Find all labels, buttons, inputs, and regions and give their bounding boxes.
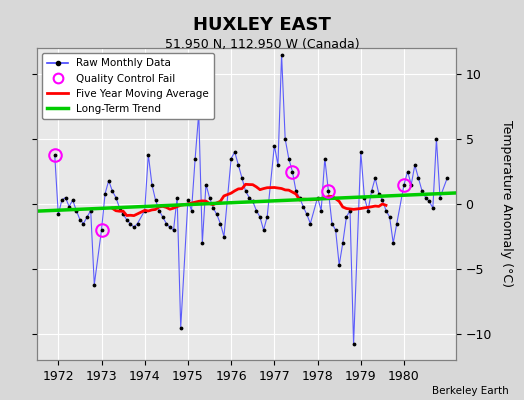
Text: Berkeley Earth: Berkeley Earth — [432, 386, 508, 396]
Y-axis label: Temperature Anomaly (°C): Temperature Anomaly (°C) — [500, 120, 513, 288]
Legend: Raw Monthly Data, Quality Control Fail, Five Year Moving Average, Long-Term Tren: Raw Monthly Data, Quality Control Fail, … — [42, 53, 214, 119]
Text: HUXLEY EAST: HUXLEY EAST — [193, 16, 331, 34]
Text: 51.950 N, 112.950 W (Canada): 51.950 N, 112.950 W (Canada) — [165, 38, 359, 51]
